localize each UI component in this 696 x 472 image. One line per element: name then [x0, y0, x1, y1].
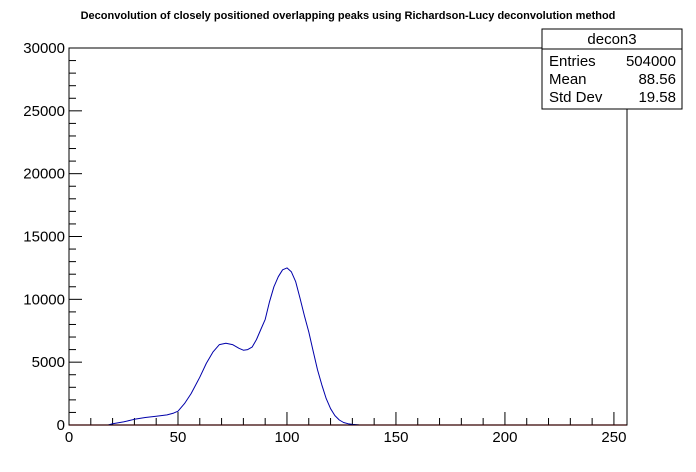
x-tick-label: 250 [601, 429, 626, 446]
y-tick-label: 20000 [23, 166, 65, 183]
y-tick-label: 0 [57, 417, 65, 434]
stats-row-value: 19.58 [638, 89, 676, 106]
y-tick-label: 15000 [23, 229, 65, 246]
stats-box-title: decon3 [587, 31, 636, 48]
x-tick-label: 100 [274, 429, 299, 446]
y-tick-label: 5000 [32, 354, 65, 371]
x-tick-label: 150 [383, 429, 408, 446]
plot-area [69, 267, 627, 426]
chart-title: Deconvolution of closely positioned over… [81, 10, 616, 22]
stats-row-value: 504000 [626, 53, 676, 70]
stats-row-value: 88.56 [638, 71, 676, 88]
y-tick-label: 25000 [23, 103, 65, 120]
series-line [69, 267, 627, 426]
x-tick-label: 200 [492, 429, 517, 446]
stats-row-label: Mean [549, 71, 587, 88]
stats-row-label: Std Dev [549, 89, 603, 106]
plot-frame [68, 47, 628, 426]
x-tick-label: 0 [65, 429, 73, 446]
y-tick-label: 30000 [23, 40, 65, 57]
y-axis: 0 5000 10000 15000 20000 25000 30000 [23, 40, 82, 434]
stats-row-label: Entries [549, 53, 596, 70]
x-axis: 0 50 100 150 200 250 [65, 412, 626, 446]
y-tick-label: 10000 [23, 291, 65, 308]
stats-box: decon3 Entries 504000 Mean 88.56 Std Dev… [541, 28, 683, 110]
x-tick-label: 50 [170, 429, 187, 446]
